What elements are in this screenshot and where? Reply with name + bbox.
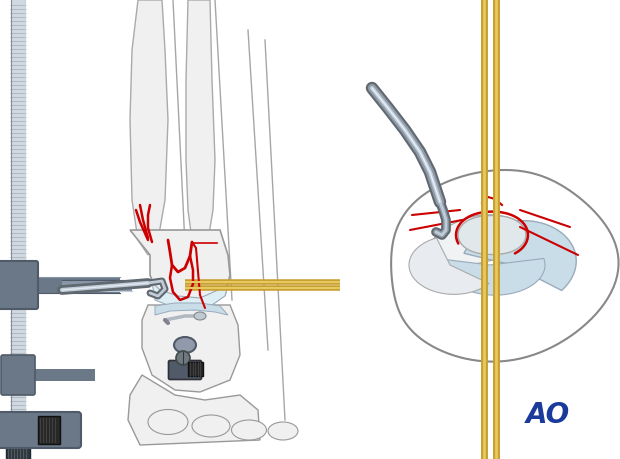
Polygon shape (130, 230, 230, 308)
Ellipse shape (194, 312, 206, 320)
FancyBboxPatch shape (188, 362, 203, 376)
Polygon shape (142, 305, 240, 392)
FancyBboxPatch shape (6, 447, 30, 459)
FancyBboxPatch shape (1, 355, 35, 395)
Polygon shape (409, 238, 489, 294)
Polygon shape (155, 303, 228, 315)
FancyBboxPatch shape (169, 360, 202, 380)
Ellipse shape (148, 409, 188, 435)
Polygon shape (445, 258, 545, 295)
Polygon shape (128, 375, 260, 445)
Ellipse shape (192, 415, 230, 437)
Text: AO: AO (526, 401, 570, 429)
Polygon shape (458, 216, 526, 254)
Polygon shape (464, 221, 576, 291)
Polygon shape (152, 282, 228, 310)
Ellipse shape (174, 337, 196, 353)
Polygon shape (391, 170, 619, 362)
Polygon shape (130, 0, 168, 255)
FancyBboxPatch shape (0, 261, 38, 309)
Polygon shape (186, 0, 215, 248)
FancyBboxPatch shape (0, 412, 81, 448)
Ellipse shape (231, 420, 267, 440)
Circle shape (176, 351, 190, 365)
FancyBboxPatch shape (38, 416, 60, 444)
Polygon shape (417, 215, 541, 278)
Ellipse shape (268, 422, 298, 440)
